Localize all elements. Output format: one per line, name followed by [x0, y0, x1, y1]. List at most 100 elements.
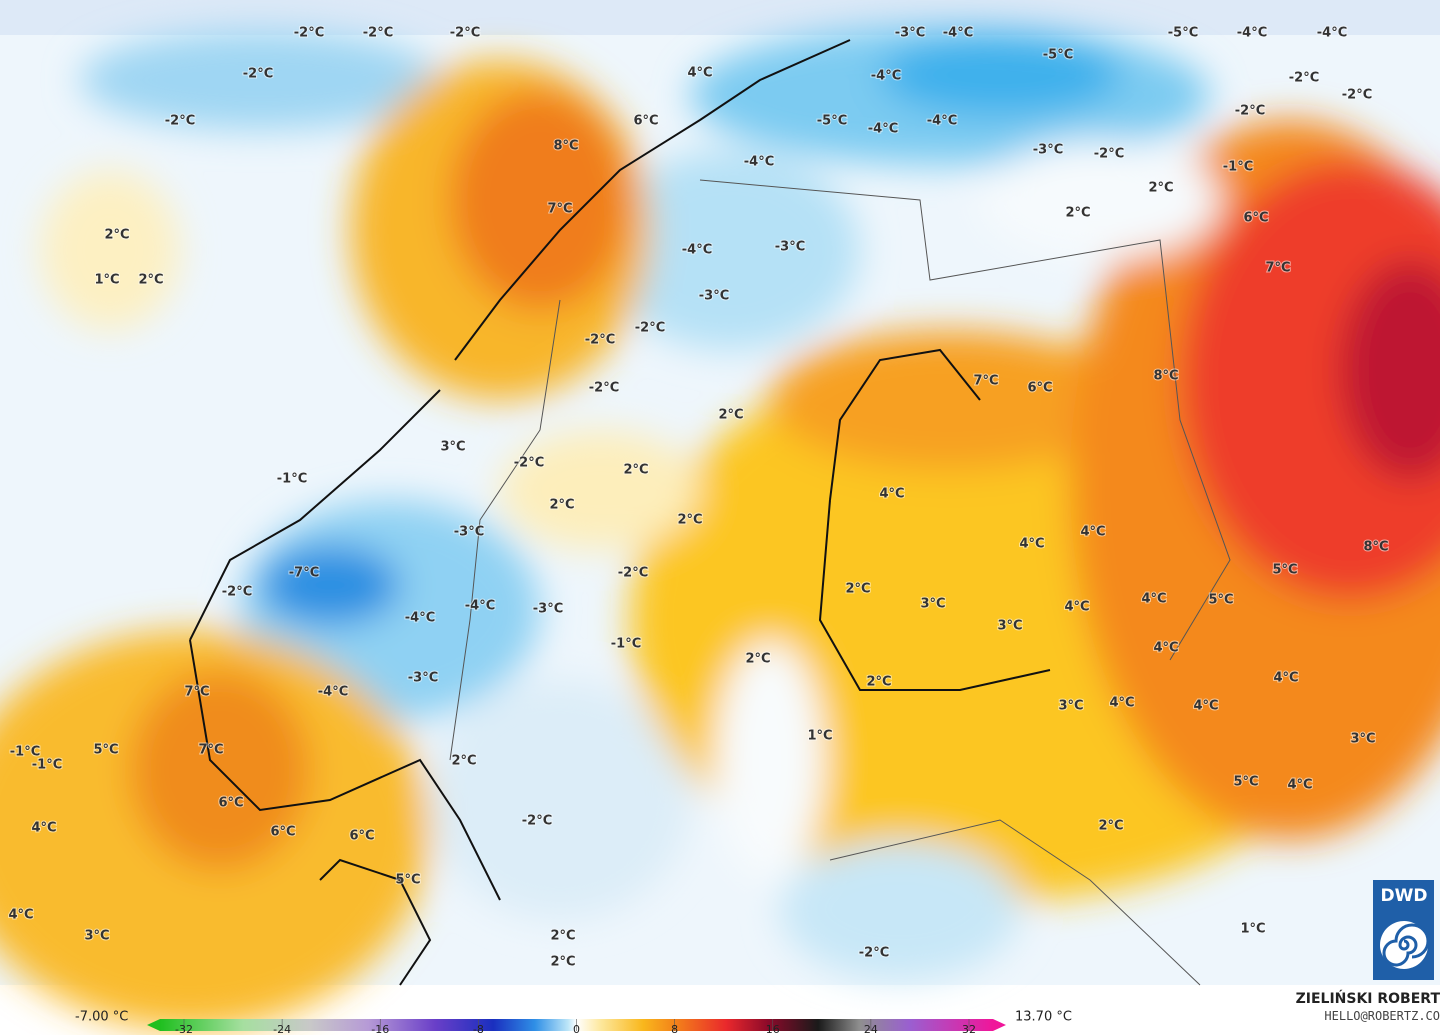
temperature-label: 4°C — [1109, 696, 1134, 711]
temperature-label: -3°C — [1033, 143, 1063, 158]
temperature-label: -3°C — [533, 602, 563, 617]
temperature-label: 2°C — [549, 498, 574, 513]
temperature-label: -5°C — [1043, 48, 1073, 63]
temperature-label: 2°C — [718, 408, 743, 423]
temperature-label: -1°C — [1223, 160, 1253, 175]
temperature-label: 5°C — [1208, 593, 1233, 608]
temperature-label: 2°C — [677, 513, 702, 528]
temperature-label: 7°C — [184, 685, 209, 700]
temperature-label: 1°C — [1240, 922, 1265, 937]
temperature-label: -2°C — [635, 321, 665, 336]
temperature-label: 8°C — [1363, 540, 1388, 555]
dwd-logo: DWD — [1373, 880, 1434, 980]
temperature-label: -2°C — [589, 381, 619, 396]
temperature-label: 2°C — [550, 955, 575, 970]
temperature-label: 6°C — [349, 829, 374, 844]
temperature-label: -4°C — [1317, 26, 1347, 41]
temperature-label: -4°C — [1237, 26, 1267, 41]
temperature-label: 4°C — [1080, 525, 1105, 540]
temperature-label: 4°C — [1273, 671, 1298, 686]
temperature-label: -4°C — [744, 155, 774, 170]
temperature-label: 4°C — [1193, 699, 1218, 714]
temperature-label: -2°C — [522, 814, 552, 829]
temperature-label: 2°C — [1098, 819, 1123, 834]
min-label: -7.00 °C — [75, 1010, 128, 1025]
temperature-label: 3°C — [1350, 732, 1375, 747]
temperature-label: -2°C — [294, 26, 324, 41]
tick-label: 0 — [573, 1023, 580, 1035]
temperature-label: 2°C — [550, 929, 575, 944]
temperature-label: -1°C — [277, 472, 307, 487]
temperature-label: -4°C — [465, 599, 495, 614]
temperature-label: 2°C — [104, 228, 129, 243]
temperature-label: -1°C — [32, 758, 62, 773]
tick-label: -24 — [273, 1023, 291, 1035]
temperature-label: -4°C — [943, 26, 973, 41]
temperature-label: -7°C — [289, 566, 319, 581]
temperature-label: -5°C — [817, 114, 847, 129]
temperature-label: 7°C — [973, 374, 998, 389]
temperature-label: 2°C — [623, 463, 648, 478]
temperature-label: -3°C — [408, 671, 438, 686]
temperature-label: -3°C — [699, 289, 729, 304]
temperature-label: -3°C — [895, 26, 925, 41]
temperature-label: -2°C — [165, 114, 195, 129]
temperature-label: 6°C — [633, 114, 658, 129]
temperature-label: -4°C — [318, 685, 348, 700]
temperature-label: 4°C — [1153, 641, 1178, 656]
temperature-label: -4°C — [927, 114, 957, 129]
temperature-label: -2°C — [363, 26, 393, 41]
temperature-label: -2°C — [859, 946, 889, 961]
temperature-label: 5°C — [1272, 563, 1297, 578]
temperature-label: -1°C — [10, 745, 40, 760]
temperature-label: -2°C — [222, 585, 252, 600]
credit-name: ZIELIŃSKI ROBERT — [1296, 989, 1440, 1007]
tick-label: 8 — [671, 1023, 678, 1035]
tick-label: -8 — [473, 1023, 484, 1035]
temperature-label: 5°C — [395, 873, 420, 888]
temperature-label: 3°C — [440, 440, 465, 455]
temperature-label: 6°C — [1027, 381, 1052, 396]
temperature-label: -5°C — [1168, 26, 1198, 41]
temperature-label: 4°C — [1141, 592, 1166, 607]
temperature-label: -4°C — [405, 611, 435, 626]
temperature-label: -2°C — [1094, 147, 1124, 162]
temperature-label: -4°C — [682, 243, 712, 258]
temperature-label: -2°C — [1235, 104, 1265, 119]
temperature-label: -2°C — [243, 67, 273, 82]
temperature-label: -4°C — [868, 122, 898, 137]
temperature-label: 2°C — [745, 652, 770, 667]
credit-email: HELLO@ROBERTZ.CO — [1324, 1009, 1440, 1023]
temperature-label: 4°C — [1019, 537, 1044, 552]
temperature-label: 7°C — [547, 202, 572, 217]
temperature-label: 4°C — [8, 908, 33, 923]
temperature-label: 2°C — [451, 754, 476, 769]
temperature-label: 3°C — [1058, 699, 1083, 714]
temperature-labels: -2°C -2°C -2°C -2°C -2°C 2°C 1°C 2°C 4°C 6°C 8°C 7°… — [7, 25, 1389, 971]
temperature-label: 5°C — [93, 743, 118, 758]
temperature-label: 1°C — [94, 273, 119, 288]
temperature-label: -4°C — [871, 69, 901, 84]
temperature-label: 3°C — [920, 597, 945, 612]
temperature-label: -2°C — [1342, 88, 1372, 103]
temperature-label: -2°C — [585, 333, 615, 348]
temperature-label: -2°C — [514, 456, 544, 471]
temperature-label: 5°C — [1233, 775, 1258, 790]
temperature-label: 4°C — [687, 66, 712, 81]
temperature-label: 8°C — [1153, 369, 1178, 384]
temperature-label: -2°C — [1289, 71, 1319, 86]
temperature-label: 4°C — [1064, 600, 1089, 615]
temperature-label: 8°C — [553, 139, 578, 154]
temperature-label: 4°C — [31, 821, 56, 836]
temperature-label: -2°C — [450, 26, 480, 41]
tick-label: 16 — [766, 1023, 780, 1035]
temperature-label: 4°C — [1287, 778, 1312, 793]
tick-label: -16 — [371, 1023, 389, 1035]
temperature-label: 1°C — [807, 729, 832, 744]
temperature-label: 2°C — [1148, 181, 1173, 196]
logo-text: DWD — [1381, 886, 1428, 906]
temperature-label: -3°C — [775, 240, 805, 255]
tick-label: 32 — [962, 1023, 976, 1035]
